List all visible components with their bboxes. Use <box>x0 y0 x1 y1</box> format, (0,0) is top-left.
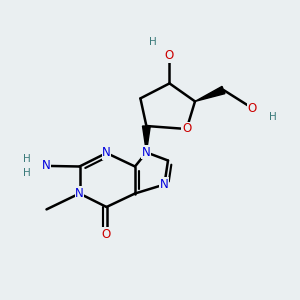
Text: N: N <box>160 178 169 191</box>
Polygon shape <box>142 126 150 152</box>
Text: N: N <box>42 159 51 172</box>
Text: O: O <box>248 101 256 115</box>
Text: H: H <box>23 154 31 164</box>
Text: O: O <box>102 227 111 241</box>
Text: O: O <box>182 122 191 136</box>
Text: H: H <box>269 112 277 122</box>
Text: H: H <box>149 37 157 47</box>
Text: O: O <box>165 49 174 62</box>
Text: N: N <box>142 146 151 159</box>
Polygon shape <box>195 86 225 101</box>
Text: H: H <box>23 168 31 178</box>
Text: N: N <box>75 187 84 200</box>
Text: N: N <box>102 146 111 160</box>
